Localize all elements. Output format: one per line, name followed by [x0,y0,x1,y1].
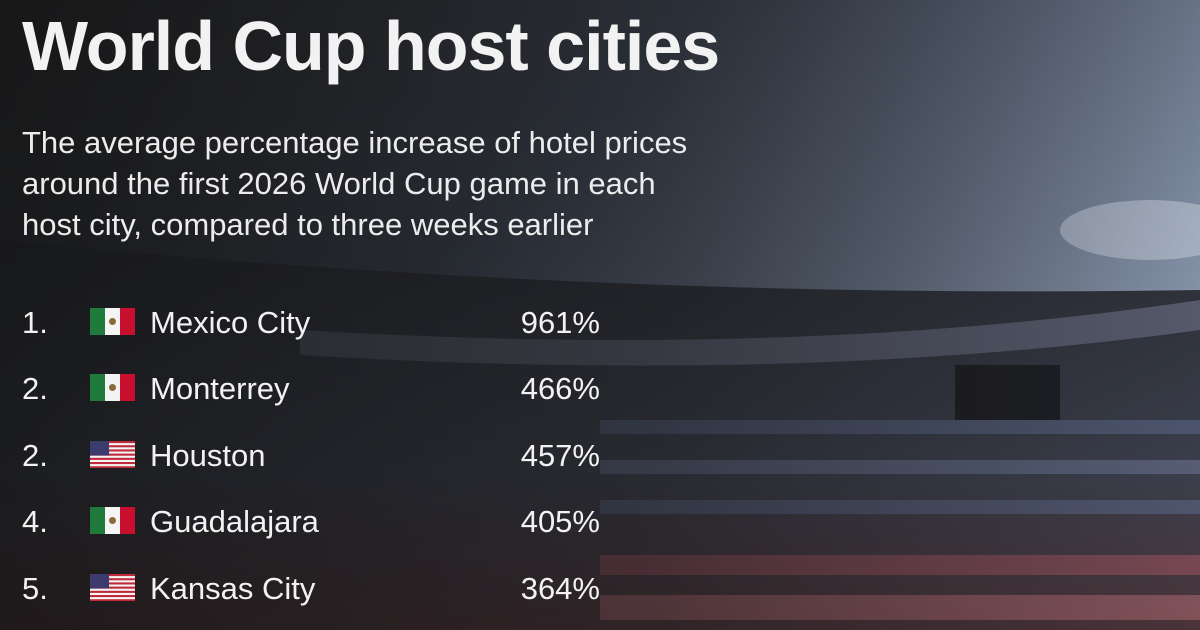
rank: 4. [22,504,48,539]
percent: 405% [521,504,600,539]
percent: 466% [521,371,600,406]
row: 2. Houston 457% [22,438,600,473]
city: Mexico City [150,305,311,340]
row: 2. Monterrey 466% [22,371,600,406]
subtitle-line: The average percentage increase of hotel… [22,125,687,160]
city: Guadalajara [150,504,320,539]
flag [90,507,135,534]
subtitle-line: host city, compared to three weeks earli… [22,207,593,242]
rank: 1. [22,305,48,340]
flag [90,308,135,335]
subtitle-line: around the first 2026 World Cup game in … [22,166,656,201]
rank: 5. [22,571,48,606]
row: 5. Kansas City 364% [22,571,600,606]
percent: 961% [521,305,600,340]
percent: 457% [521,438,600,473]
city: Monterrey [150,371,290,406]
percent: 364% [521,571,600,606]
rank: 2. [22,438,48,473]
flag [90,441,135,468]
city: Houston [150,438,265,473]
city: Kansas City [150,571,316,606]
rank: 2. [22,371,48,406]
row: 1. Mexico City 961% [22,305,600,340]
flag [90,574,135,601]
row: 4. Guadalajara 405% [22,504,600,539]
title: World Cup host cities [22,7,719,85]
flag [90,374,135,401]
